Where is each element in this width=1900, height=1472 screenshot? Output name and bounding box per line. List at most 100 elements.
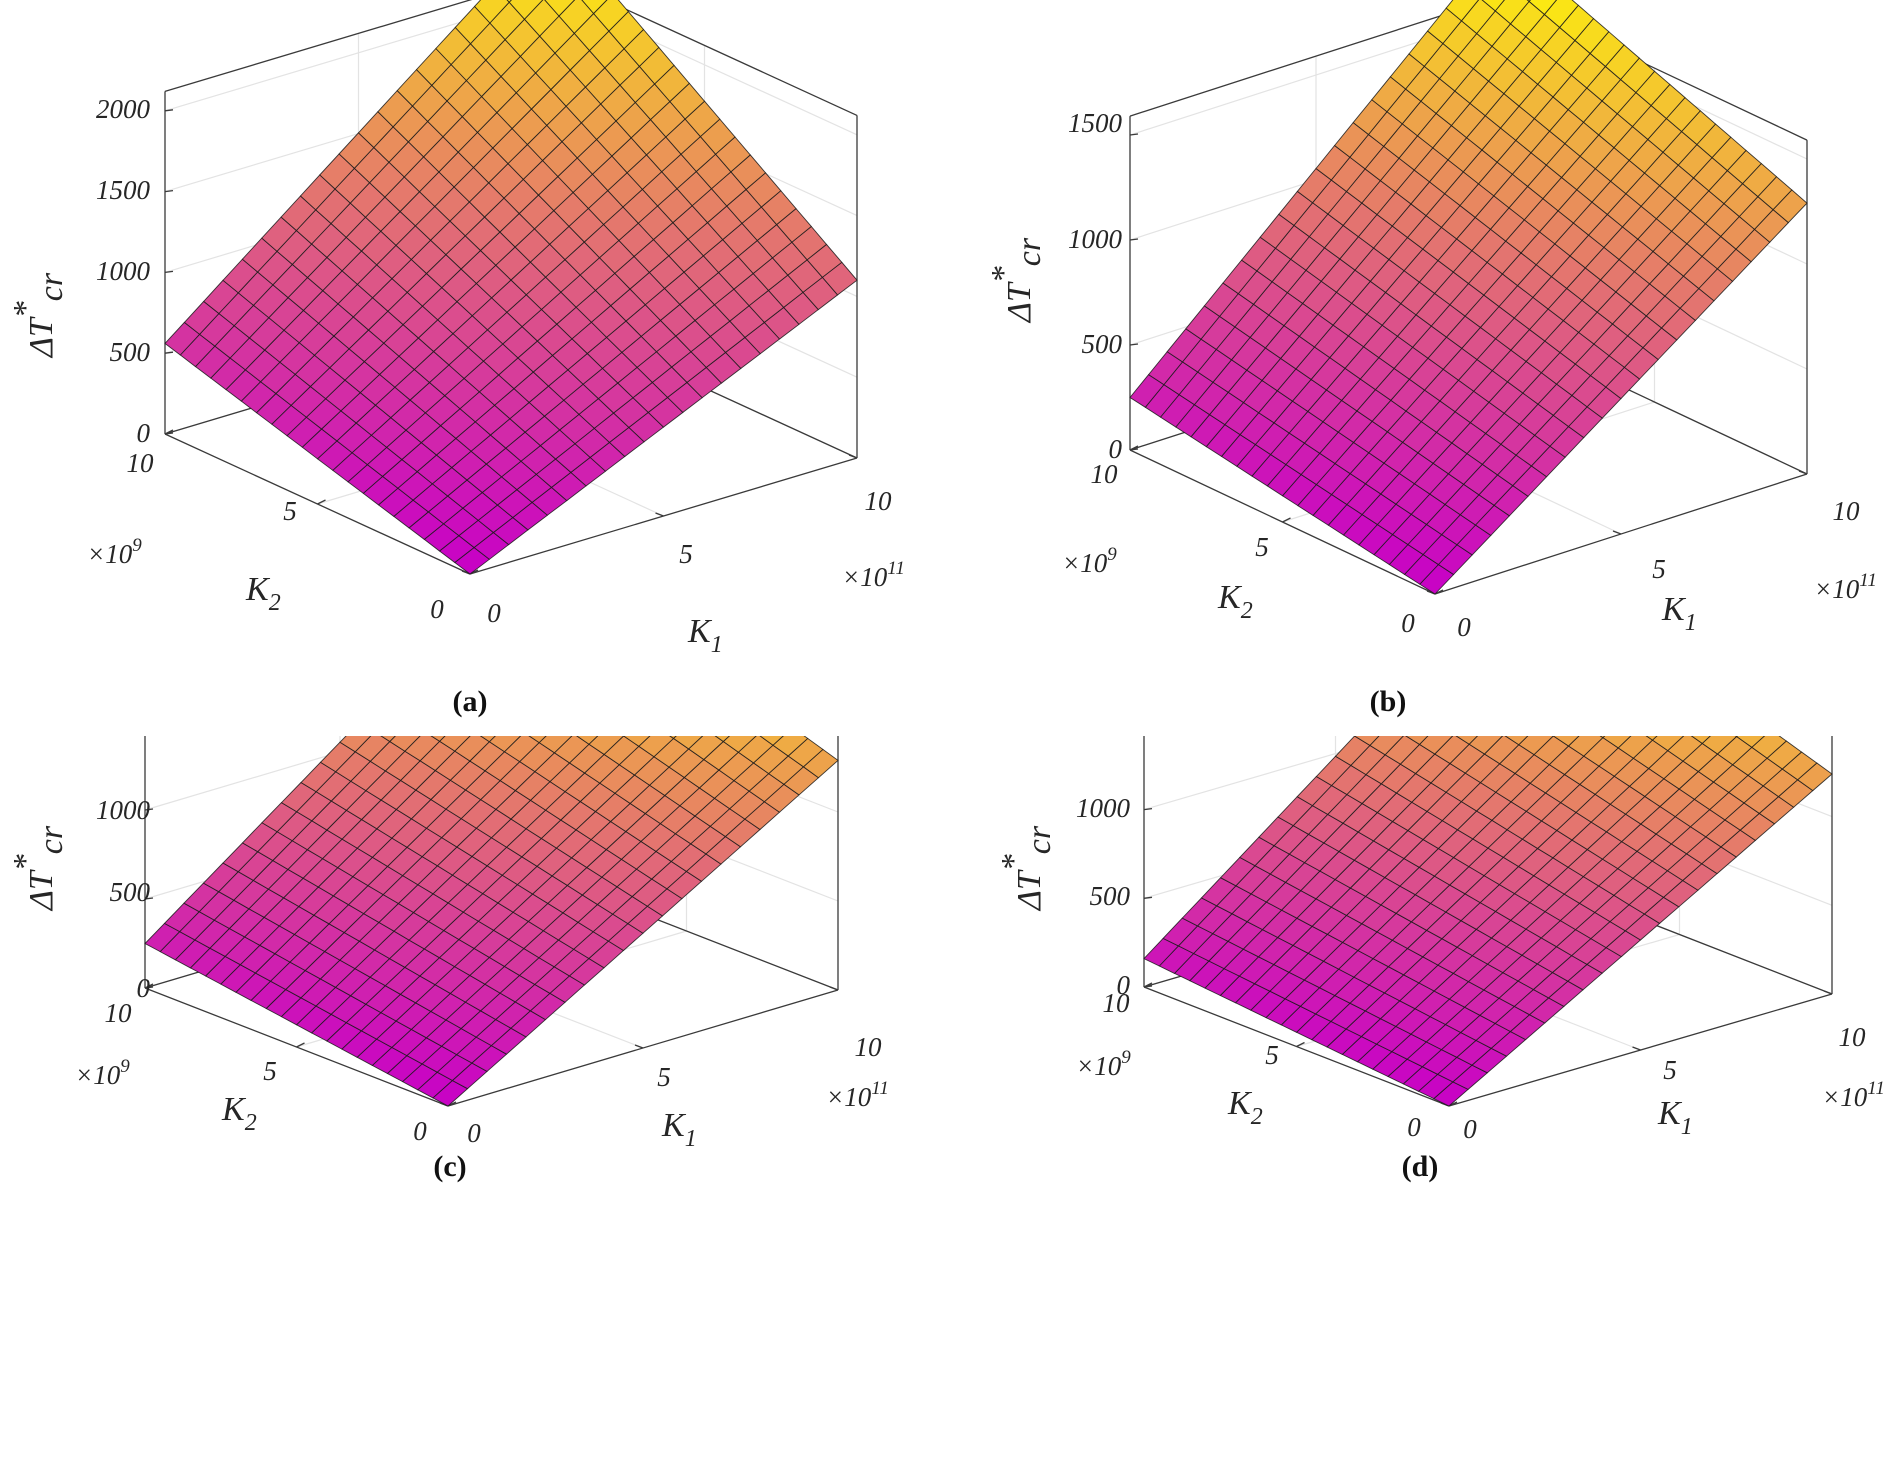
surface-cell: [380, 736, 396, 743]
surface-cell: [488, 736, 522, 753]
k2-tick: [1434, 589, 1444, 595]
surface-cell: [638, 736, 675, 758]
surface-cell: [389, 736, 421, 752]
k2-multiplier: ×109: [1062, 544, 1117, 578]
surface-cell: [354, 736, 391, 762]
z-tick-label: 1000: [96, 795, 151, 825]
surface-cell: [528, 736, 547, 744]
surface-cell: [1617, 736, 1654, 759]
surface-cell: [588, 736, 625, 755]
k2-tick-label: 10: [1103, 988, 1131, 1018]
surface-cell: [1494, 0, 1530, 25]
surface-cell: [1751, 736, 1788, 759]
k1-tick: [1823, 990, 1833, 995]
k2-tick: [317, 499, 326, 505]
z-tick: [164, 189, 174, 193]
surface-cell: [737, 736, 774, 764]
k2-multiplier: ×109: [75, 1056, 130, 1090]
caption-b: (b): [1369, 685, 1407, 718]
surface-cell: [339, 736, 372, 753]
surface-cell: [544, 0, 576, 17]
k2-tick-label: 0: [1401, 608, 1415, 638]
surface-cell: [1334, 736, 1371, 766]
k1-tick-label: 5: [657, 1062, 671, 1092]
surface-cell: [592, 0, 629, 32]
surface-cell: [1445, 0, 1480, 22]
surface-cell: [1455, 736, 1478, 745]
surface-cell: [603, 736, 640, 766]
surface-cell: [1735, 736, 1766, 748]
surface-cell: [1353, 736, 1380, 746]
surface-cell: [503, 736, 540, 763]
z-tick: [164, 351, 174, 354]
k1-tick-label: 10: [1839, 1022, 1867, 1052]
surface-cell: [722, 736, 757, 753]
z-tick: [164, 270, 174, 274]
k1-tick: [848, 454, 858, 459]
k2-axis-label: K2: [245, 571, 281, 616]
caption-d: (d): [1401, 1150, 1439, 1183]
k1-tick: [634, 1044, 644, 1049]
k2-tick-label: 5: [1265, 1040, 1279, 1070]
z-axis-label: ΔT*cr: [7, 825, 70, 912]
k2-axis-label: K2: [1227, 1085, 1263, 1130]
z-tick-label: 0: [1117, 970, 1131, 1000]
k2-tick-label: 5: [283, 496, 297, 526]
k1-tick-label: 0: [1457, 612, 1471, 642]
subplot-d: 0 500 1000 1500 0 5 10 0 5 10 ×1011 ×109…: [950, 736, 1900, 1472]
k2-tick: [1282, 517, 1291, 523]
surface-cell: [1602, 736, 1632, 749]
surface-cell: [1504, 736, 1529, 746]
k1-axis-label: K1: [1661, 591, 1697, 636]
k2-tick-label: 10: [105, 998, 133, 1028]
k2-tick: [1143, 982, 1153, 988]
k1-tick: [655, 512, 664, 517]
k1-multiplier: ×1011: [826, 1078, 889, 1112]
z-tick-label: 500: [110, 337, 151, 367]
surface-cell: [622, 736, 651, 747]
z-tick: [1129, 133, 1139, 136]
k1-axis-label: K1: [1657, 1095, 1693, 1140]
surface-plot-d: 0 500 1000 1500 0 5 10 0 5 10 ×1011 ×109…: [995, 736, 1885, 1144]
z-tick-label: 0: [137, 418, 151, 448]
surface-cell: [772, 736, 809, 757]
k1-tick-label: 0: [1463, 1114, 1477, 1144]
z-tick-label: 1500: [96, 175, 151, 205]
surface-cell: [506, 0, 512, 3]
k1-tick-label: 0: [467, 1118, 481, 1148]
k2-tick-label: 5: [1255, 532, 1269, 562]
k2-tick-label: 10: [1091, 459, 1119, 489]
surface-cell: [1418, 736, 1454, 755]
surface-cell: [558, 0, 595, 34]
back-gridline: [164, 0, 858, 136]
surface-cell: [1667, 736, 1703, 762]
surface-plot-c: 0 500 1000 1500 0 5 10 0 5 10 ×1011 ×109…: [7, 736, 889, 1152]
surface-cell: [1645, 736, 1658, 741]
z-tick: [1143, 807, 1153, 811]
surface-cell: [1701, 736, 1738, 755]
k1-multiplier: ×1011: [842, 558, 905, 592]
subplot-b: 0 500 1000 1500 0 5 10 0 5 10 ×1011 ×109…: [950, 0, 1900, 736]
surface-cell: [1460, 0, 1496, 35]
z-tick: [1143, 896, 1153, 899]
surface-cell: [1651, 736, 1685, 752]
k2-tick-label: 10: [127, 448, 155, 478]
k1-tick-label: 5: [1663, 1055, 1677, 1085]
surface-cell: [1518, 736, 1554, 756]
z-axis-label: ΔT*cr: [995, 825, 1058, 912]
k1-tick: [1632, 1046, 1641, 1051]
z-tick-label: 0: [137, 973, 151, 1003]
surface-cell: [1690, 736, 1711, 744]
surface-cell: [576, 736, 599, 745]
k1-multiplier: ×1011: [1814, 570, 1877, 604]
surface-cell: [714, 736, 730, 743]
k1-multiplier: ×1011: [1822, 1078, 1885, 1112]
surface-cell: [1483, 736, 1520, 765]
surface-cell: [430, 736, 446, 742]
k2-multiplier: ×109: [87, 535, 142, 569]
surface-cell: [687, 736, 725, 761]
top-right-edge: [604, 0, 858, 116]
z-tick-label: 1500: [1068, 108, 1123, 138]
z-tick: [164, 109, 174, 112]
surface-cell: [479, 736, 496, 743]
